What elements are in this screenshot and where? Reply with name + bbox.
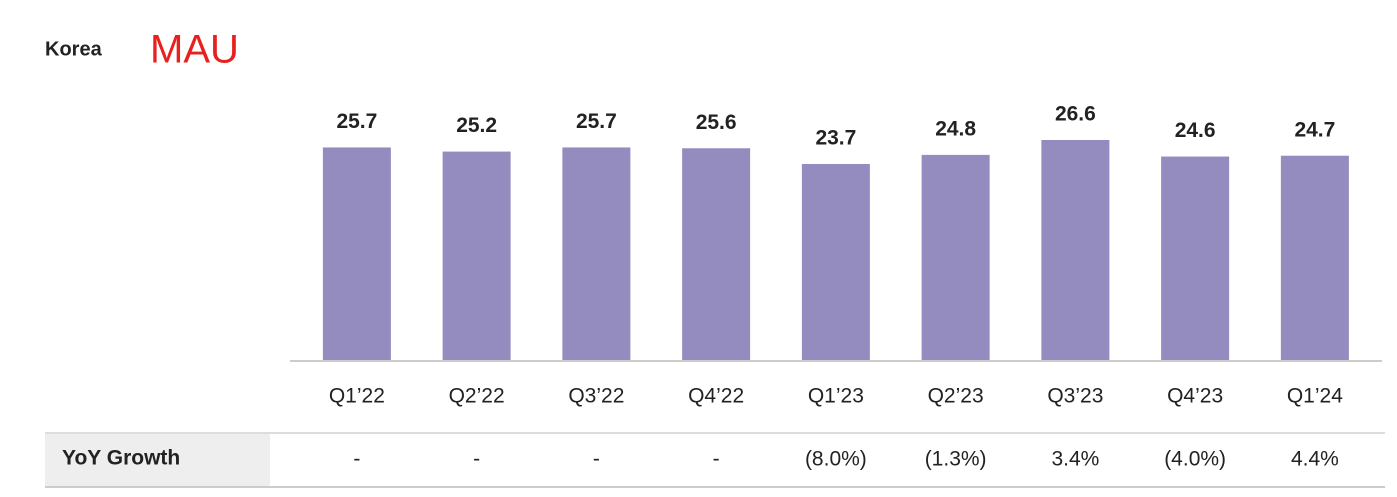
x-tick-label: Q3’22 xyxy=(568,385,624,408)
growth-value: 3.4% xyxy=(1051,448,1099,471)
value-label: 24.7 xyxy=(1294,118,1335,141)
value-label: 23.7 xyxy=(815,127,856,150)
x-tick-label: Q4’22 xyxy=(688,385,744,408)
bar xyxy=(562,147,631,360)
value-label: 25.2 xyxy=(456,114,497,137)
value-label: 26.6 xyxy=(1055,103,1096,126)
growth-value: 4.4% xyxy=(1291,448,1339,471)
value-label: 25.7 xyxy=(576,110,617,133)
growth-value: (1.3%) xyxy=(925,448,987,471)
value-label: 24.6 xyxy=(1175,119,1216,142)
value-label: 25.7 xyxy=(336,110,377,133)
x-tick-label: Q1’22 xyxy=(329,385,385,408)
growth-value: - xyxy=(713,448,720,471)
bar xyxy=(1161,156,1230,360)
row-header-bg xyxy=(45,434,270,486)
value-label: 24.8 xyxy=(935,117,976,140)
chart-subtitle: MAU xyxy=(150,28,239,72)
bar xyxy=(442,151,511,360)
bar xyxy=(921,154,990,360)
chart-title: Korea xyxy=(45,38,103,60)
x-tick-label: Q3’23 xyxy=(1047,385,1103,408)
x-tick-label: Q2’23 xyxy=(928,385,984,408)
value-label: 25.6 xyxy=(696,111,737,134)
bar xyxy=(1041,140,1110,360)
x-tick-label: Q1’24 xyxy=(1287,385,1343,408)
bar xyxy=(801,163,870,360)
growth-value: - xyxy=(593,448,600,471)
bar xyxy=(682,148,751,360)
x-tick-label: Q4’23 xyxy=(1167,385,1223,408)
bar xyxy=(322,147,391,360)
growth-value: (8.0%) xyxy=(805,448,867,471)
x-tick-label: Q2’22 xyxy=(449,385,505,408)
growth-value: (4.0%) xyxy=(1164,448,1226,471)
bar xyxy=(1280,155,1349,360)
row-label: YoY Growth xyxy=(62,447,180,470)
growth-value: - xyxy=(473,448,480,471)
growth-value: - xyxy=(353,448,360,471)
x-tick-label: Q1’23 xyxy=(808,385,864,408)
